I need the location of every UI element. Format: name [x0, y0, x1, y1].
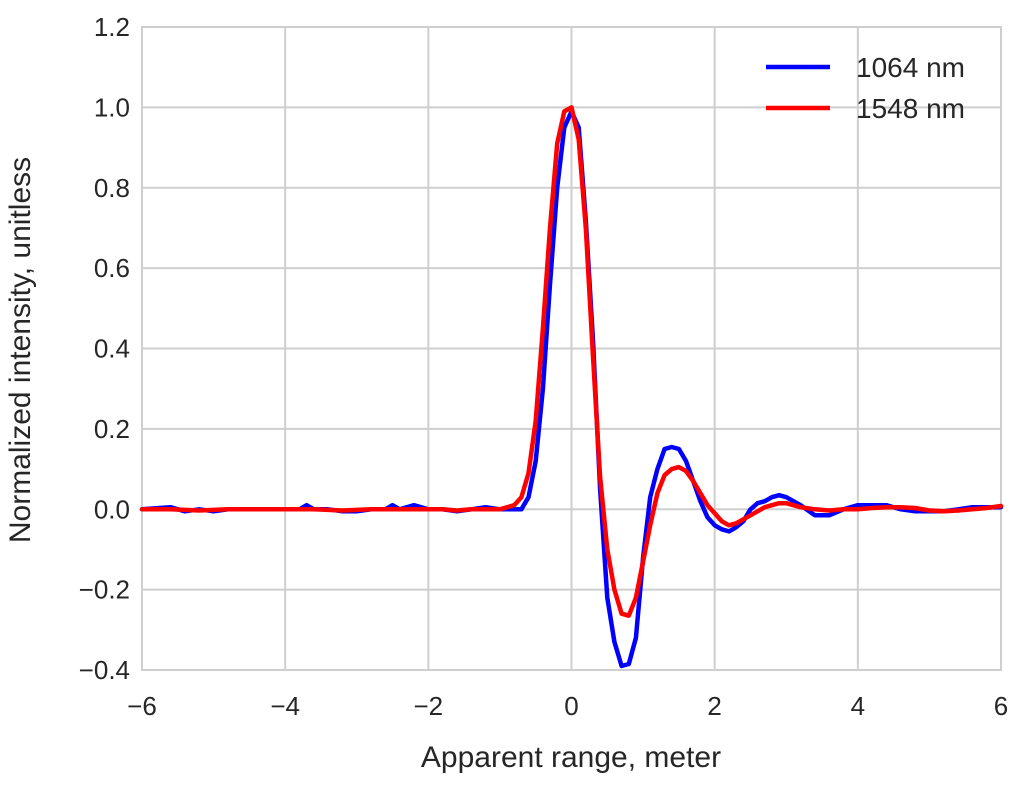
y-tick-label: 0.0 — [94, 494, 130, 524]
x-axis-label: Apparent range, meter — [421, 741, 721, 774]
x-tick-label: −2 — [414, 691, 444, 721]
x-tick-label: 4 — [851, 691, 865, 721]
y-tick-label: 1.0 — [94, 92, 130, 122]
plot-frame — [141, 26, 1002, 671]
legend: 1064 nm 1548 nm — [766, 52, 965, 124]
y-tick-label: 0.8 — [94, 173, 130, 203]
grid-lines — [141, 26, 1002, 671]
x-tick-label: 6 — [994, 691, 1008, 721]
series-line-2 — [139, 105, 1004, 618]
y-tick-label: 0.2 — [94, 414, 130, 444]
x-axis-ticks: −6 −4 −2 0 2 4 6 — [127, 691, 1008, 721]
y-axis-label: Normalized intensity, unitless — [4, 157, 37, 543]
x-tick-label: 2 — [707, 691, 721, 721]
y-tick-label: 1.2 — [94, 12, 130, 42]
legend-label-1: 1064 nm — [856, 52, 965, 83]
legend-label-2: 1548 nm — [856, 93, 965, 124]
series-layer — [139, 105, 1004, 669]
y-tick-label: −0.4 — [79, 655, 130, 685]
x-tick-label: −4 — [270, 691, 300, 721]
y-tick-label: −0.2 — [79, 575, 130, 605]
y-tick-label: 0.4 — [94, 334, 130, 364]
y-axis-ticks: −0.4 −0.2 0.0 0.2 0.4 0.6 0.8 1.0 1.2 — [79, 12, 130, 685]
x-tick-label: 0 — [564, 691, 578, 721]
x-tick-label: −6 — [127, 691, 157, 721]
y-tick-label: 0.6 — [94, 253, 130, 283]
